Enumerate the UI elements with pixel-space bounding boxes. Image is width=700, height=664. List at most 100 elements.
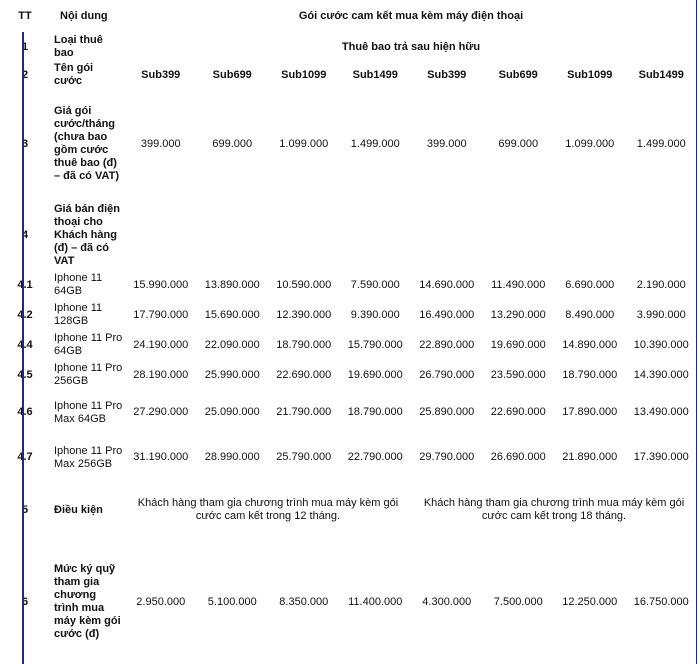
cell: 17.890.000: [562, 406, 618, 418]
cell: 25.790.000: [276, 451, 332, 463]
row-number: 3: [21, 137, 29, 150]
row-number: 4.2: [17, 308, 33, 321]
table-row: 1 Loại thuê bao Thuê bao trả sau hiện hữu: [0, 32, 697, 62]
cell: 13.290.000: [490, 308, 546, 321]
cell: 4.300.000: [422, 595, 472, 608]
row-number: 4.6: [17, 406, 33, 418]
cell: Sub699: [498, 68, 538, 81]
row-number: 6: [21, 595, 29, 608]
cell: 16.490.000: [419, 308, 475, 321]
row-label: Iphone 11 128GB: [54, 302, 103, 327]
cell: 9.390.000: [350, 308, 400, 321]
cell: 25.990.000: [204, 368, 260, 381]
header-cell: Gói cước cam kết mua kèm máy điện thoại: [298, 9, 524, 22]
cell: Sub1499: [638, 68, 684, 81]
header-row: TT Nội dung Gói cước cam kết mua kèm máy…: [0, 0, 697, 32]
cell: 12.250.000: [562, 595, 618, 608]
header-cell: Nội dung: [60, 9, 108, 22]
cell: 18.790.000: [347, 406, 403, 418]
cell: Thuê bao trả sau hiện hữu: [341, 40, 481, 53]
cell: 22.790.000: [347, 451, 403, 463]
row-label: Iphone 11 Pro Max 256GB: [54, 444, 123, 470]
cell: 2.950.000: [136, 595, 186, 608]
cell: 12.390.000: [276, 308, 332, 321]
cell: 13.490.000: [633, 406, 689, 418]
cell: Sub399: [141, 68, 181, 81]
cell: 17.390.000: [633, 451, 689, 463]
border-line: [22, 32, 24, 664]
cell: 22.690.000: [490, 406, 546, 418]
cell: 17.790.000: [133, 308, 189, 321]
cell: 399.000: [140, 137, 181, 150]
table-row: 4.5 Iphone 11 Pro 256GB 28.190.000 25.990.0…: [0, 360, 697, 390]
cell: 18.790.000: [562, 368, 618, 381]
cell: 18.790.000: [276, 338, 332, 351]
cell: 14.890.000: [562, 338, 618, 351]
row-number: 2: [21, 68, 29, 81]
table-row: 4.1 Iphone 11 64GB 15.990.000 13.890.000 10.…: [0, 270, 697, 300]
cell: 5.100.000: [207, 595, 257, 608]
table-row: 4.7 Iphone 11 Pro Max 256GB 31.190.000 28.9…: [0, 435, 697, 480]
cell: 11.490.000: [491, 278, 546, 291]
cell: 1.499.000: [636, 137, 686, 150]
cell: 7.500.000: [493, 595, 543, 608]
cell: 2.190.000: [636, 278, 686, 291]
table-row: 4.4 Iphone 11 Pro 64GB 24.190.000 22.090.00…: [0, 330, 697, 360]
cell: 23.590.000: [490, 368, 546, 381]
cell: 22.890.000: [419, 338, 475, 351]
row-label: Loại thuê bao: [54, 34, 103, 59]
table-row: 4.2 Iphone 11 128GB 17.790.000 15.690.000 12…: [0, 300, 697, 330]
cell: 1.499.000: [350, 137, 400, 150]
table-row: 5 Điều kiện Khách hàng tham gia chương trì…: [0, 480, 697, 540]
row-label: Giá bán điện thoại cho Khách hàng (đ) – …: [54, 202, 121, 267]
row-number: 4.5: [17, 368, 33, 381]
cell: 16.750.000: [633, 595, 689, 608]
cell: 27.290.000: [133, 406, 189, 418]
cell: 14.690.000: [419, 278, 475, 291]
row-label: Điều kiện: [54, 503, 103, 516]
cell: Sub1099: [567, 68, 613, 81]
cell: Khách hàng tham gia chương trình mua máy…: [137, 497, 399, 522]
cell: 28.990.000: [204, 451, 260, 463]
cell: 699.000: [498, 137, 539, 150]
cell: 14.390.000: [633, 368, 689, 381]
cell: 21.890.000: [562, 451, 618, 463]
cell: 13.890.000: [204, 278, 260, 291]
cell: 19.690.000: [490, 338, 546, 351]
cell: 10.390.000: [633, 338, 689, 351]
cell: 3.990.000: [636, 308, 686, 321]
row-label: Iphone 11 Pro Max 64GB: [54, 399, 123, 425]
header-cell: TT: [18, 9, 32, 22]
row-label: Mức ký quỹ tham gia chương trình mua máy…: [54, 563, 121, 640]
row-number: 4: [21, 228, 29, 241]
cell: 15.990.000: [133, 278, 189, 291]
cell: 699.000: [212, 137, 253, 150]
cell: Sub699: [212, 68, 252, 81]
row-label: Iphone 11 Pro 256GB: [54, 362, 123, 387]
row-label: Iphone 11 Pro 64GB: [54, 332, 123, 357]
cell: 22.090.000: [204, 338, 260, 351]
row-number: 4.7: [17, 451, 33, 463]
cell: 26.790.000: [419, 368, 475, 381]
cell: 1.099.000: [565, 137, 615, 150]
cell: 11.400.000: [348, 595, 403, 608]
cell: 15.690.000: [204, 308, 260, 321]
cell: Sub1499: [352, 68, 398, 81]
row-number: 5: [21, 503, 29, 516]
cell: 8.490.000: [565, 308, 615, 321]
table-row: 4 Giá bán điện thoại cho Khách hàng (đ) –…: [0, 200, 697, 270]
cell: 24.190.000: [133, 338, 189, 351]
cell: 8.350.000: [279, 595, 329, 608]
cell: 6.690.000: [565, 278, 615, 291]
row-label: Iphone 11 64GB: [54, 272, 103, 297]
row-number: 1: [21, 40, 29, 53]
cell: 25.890.000: [419, 406, 475, 418]
cell: Sub1099: [281, 68, 327, 81]
row-label: Tên gói cước: [54, 62, 94, 87]
cell: 29.790.000: [419, 451, 475, 463]
cell: 1.099.000: [279, 137, 329, 150]
cell: 19.690.000: [347, 368, 403, 381]
empty-cell: [125, 200, 697, 270]
